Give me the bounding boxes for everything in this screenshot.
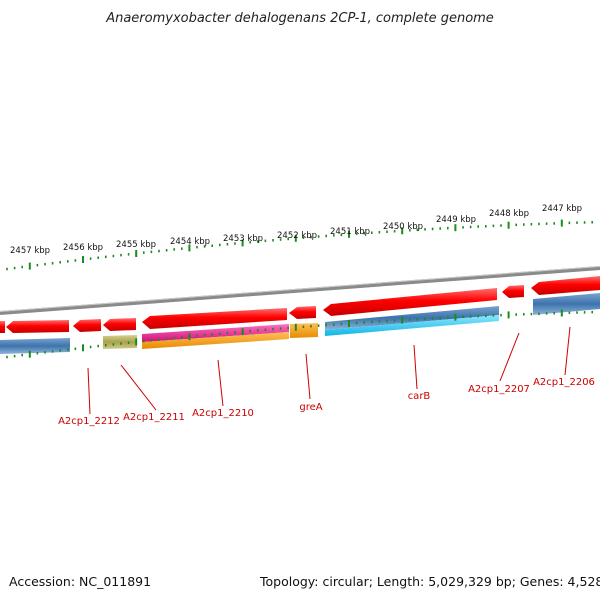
cds-arrow[interactable]: [0, 321, 5, 333]
cds-block[interactable]: [290, 323, 318, 338]
cds-arrow[interactable]: [73, 319, 101, 332]
kbp-label: 2455 kbp: [116, 240, 156, 250]
kbp-label: 2449 kbp: [436, 215, 476, 225]
cds-block[interactable]: [0, 338, 70, 354]
map-title: Anaeromyxobacter dehalogenans 2CP-1, com…: [105, 11, 494, 26]
cds-block[interactable]: [325, 306, 499, 330]
kbp-label: 2454 kbp: [170, 237, 210, 247]
cds-arrow[interactable]: [289, 306, 316, 319]
gene-label[interactable]: A2cp1_2206: [533, 377, 595, 388]
genome-backbone: [0, 266, 600, 315]
kbp-label: 2457 kbp: [10, 246, 50, 256]
lower-tick-track: [6, 309, 594, 359]
gene-label[interactable]: A2cp1_2212: [58, 416, 120, 427]
kbp-label: 2451 kbp: [330, 227, 370, 237]
kbp-label: 2453 kbp: [223, 234, 263, 244]
kbp-label: 2456 kbp: [63, 243, 103, 253]
cds-block[interactable]: [533, 293, 600, 315]
kbp-scale-ticks: [6, 219, 594, 271]
kbp-scale-labels: 2457 kbp 2456 kbp 2455 kbp 2454 kbp 2453…: [10, 204, 582, 256]
cds-block[interactable]: [142, 324, 289, 342]
gene-label[interactable]: greA: [299, 402, 322, 413]
gene-labels: A2cp1_2212 A2cp1_2211 A2cp1_2210 greA ca…: [58, 377, 595, 427]
kbp-label: 2450 kbp: [383, 222, 423, 232]
kbp-label: 2452 kbp: [277, 231, 317, 241]
gene-label[interactable]: A2cp1_2207: [468, 384, 530, 395]
accession-text: Accession: NC_011891: [9, 574, 152, 589]
leader-line: [413, 344, 418, 390]
gene-label[interactable]: carB: [408, 391, 431, 402]
leader-line: [120, 364, 157, 411]
leader-line: [499, 332, 520, 382]
kbp-label: 2448 kbp: [489, 209, 529, 219]
cds-arrow[interactable]: [6, 320, 69, 333]
kbp-label: 2447 kbp: [542, 204, 582, 214]
cds-red-track: [0, 276, 600, 333]
cds-arrow[interactable]: [502, 285, 524, 298]
leader-line: [564, 326, 571, 376]
leader-line: [217, 359, 224, 407]
cds-arrow[interactable]: [531, 276, 600, 295]
cds-cog-track: [0, 293, 600, 354]
cds-arrow[interactable]: [142, 308, 287, 329]
genome-backbone-highlight: [0, 266, 600, 312]
genome-summary-text: Topology: circular; Length: 5,029,329 bp…: [260, 574, 600, 589]
cds-arrow[interactable]: [323, 288, 497, 316]
gene-label[interactable]: A2cp1_2211: [123, 412, 185, 423]
cds-block[interactable]: [142, 332, 289, 349]
leader-line: [87, 367, 91, 415]
cds-block[interactable]: [103, 335, 137, 349]
cds-arrow[interactable]: [103, 318, 136, 331]
gene-leader-lines: [87, 326, 571, 415]
gene-label[interactable]: A2cp1_2210: [192, 408, 254, 419]
leader-line: [305, 353, 311, 400]
